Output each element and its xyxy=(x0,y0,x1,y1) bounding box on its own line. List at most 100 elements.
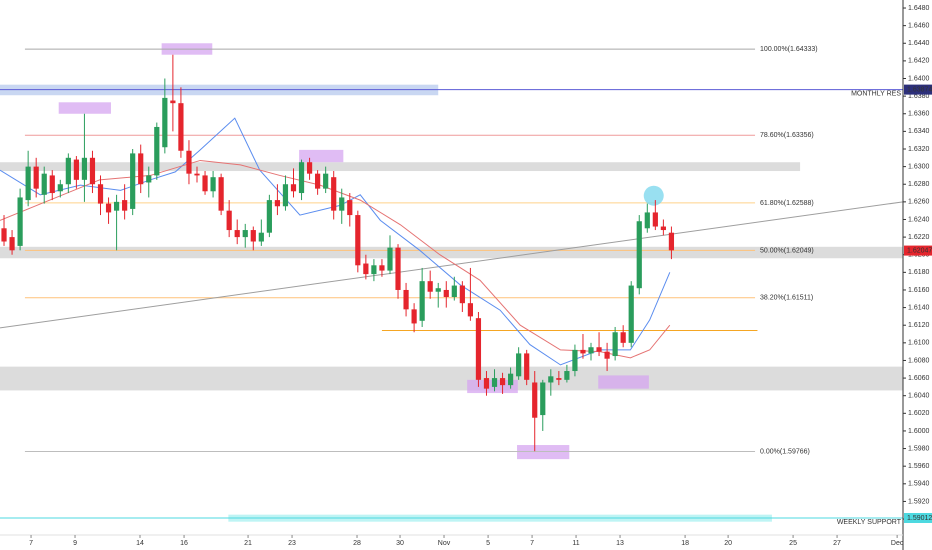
x-tick-label: 9 xyxy=(73,540,77,547)
candle-body xyxy=(331,177,337,211)
candle-body xyxy=(604,351,610,359)
candle-body xyxy=(250,230,256,242)
line-label: MONTHLY RES xyxy=(851,90,901,97)
candle-body xyxy=(532,382,538,418)
candle-body xyxy=(475,318,482,380)
candle-body xyxy=(483,378,490,389)
candle-body xyxy=(556,378,562,380)
candle-body xyxy=(499,378,506,386)
candle-body xyxy=(644,212,650,229)
candle-body xyxy=(266,200,272,233)
candle-body xyxy=(274,200,281,207)
y-tick-label: 1.6060 xyxy=(908,375,930,382)
candle-body xyxy=(202,175,208,192)
candle-body xyxy=(668,232,675,251)
x-tick-label: 13 xyxy=(616,540,624,547)
y-tick-label: 1.6160 xyxy=(908,287,930,294)
candle-body xyxy=(315,173,321,189)
y-tick-label: 1.5920 xyxy=(908,498,930,505)
candle-body xyxy=(234,230,240,238)
candle-body xyxy=(612,332,618,357)
candle-body xyxy=(57,184,63,192)
candle-body xyxy=(41,173,47,195)
fib-label: 78.60%(1.63356) xyxy=(760,132,814,139)
candle-body xyxy=(170,100,176,104)
candle-body xyxy=(419,281,425,321)
y-tick-label: 1.6040 xyxy=(908,393,930,400)
candle-body xyxy=(122,200,128,211)
candle-body xyxy=(636,221,642,289)
candle-body xyxy=(154,126,160,176)
y-tick-label: 1.6020 xyxy=(908,410,930,417)
candle-body xyxy=(9,237,15,251)
fib-label: 50.00%(1.62049) xyxy=(760,247,814,254)
candle-body xyxy=(411,309,417,324)
candle-body xyxy=(113,201,120,211)
candle-body xyxy=(427,281,433,292)
fib-label: 38.20%(1.61511) xyxy=(760,295,813,302)
candle-body xyxy=(395,247,401,290)
candle-body xyxy=(226,210,232,231)
candle-body xyxy=(162,97,168,148)
fib-label: 0.00%(1.59766) xyxy=(760,448,810,455)
y-tick-label: 1.5980 xyxy=(908,445,930,452)
candle-body xyxy=(65,157,71,185)
candle-body xyxy=(403,289,409,310)
y-tick-label: 1.6080 xyxy=(908,357,930,364)
candle-body xyxy=(660,226,666,231)
zone xyxy=(598,375,649,389)
x-tick-label: 28 xyxy=(353,540,361,547)
line-label: WEEKLY SUPPORT xyxy=(837,519,902,526)
y-tick-label: 1.6320 xyxy=(908,146,930,153)
y-tick-label: 1.6360 xyxy=(908,111,930,118)
price-tag-label: 1.62047 xyxy=(907,247,932,254)
x-tick-label: 18 xyxy=(681,540,689,547)
candle-body xyxy=(371,265,377,275)
candle-body xyxy=(459,285,465,304)
candle-body xyxy=(580,349,586,354)
x-tick-label: 14 xyxy=(136,540,144,547)
candle-body xyxy=(89,157,96,185)
candle-body xyxy=(210,177,216,192)
candle-body xyxy=(194,173,200,176)
candle-body xyxy=(1,228,7,242)
candle-body xyxy=(339,197,345,211)
candle-body xyxy=(25,166,31,201)
y-tick-label: 1.6260 xyxy=(908,199,930,206)
candle-body xyxy=(323,173,329,189)
candle-body xyxy=(17,197,23,246)
y-tick-label: 1.6240 xyxy=(908,216,930,223)
candle-body xyxy=(306,162,313,174)
candle-body xyxy=(652,212,658,227)
candle-body xyxy=(218,177,224,211)
candle-body xyxy=(516,353,522,377)
highlight xyxy=(643,185,664,206)
trendline xyxy=(0,201,904,329)
candle-body xyxy=(548,376,554,383)
x-tick-label: 25 xyxy=(789,540,797,547)
y-tick-label: 1.6400 xyxy=(908,75,930,82)
x-tick-label: 5 xyxy=(486,540,490,547)
price-tag-label: 1.59012 xyxy=(907,515,932,522)
candle-body xyxy=(73,159,79,180)
candle-body xyxy=(105,203,112,213)
candle-body xyxy=(130,153,136,209)
candle-body xyxy=(564,371,570,380)
candle-body xyxy=(628,285,634,343)
y-tick-label: 1.5940 xyxy=(908,481,930,488)
y-tick-label: 1.6380 xyxy=(908,93,930,100)
x-tick-label: 30 xyxy=(396,540,404,547)
price-tag xyxy=(904,245,932,256)
zone xyxy=(299,149,344,163)
x-tick-label: Dec xyxy=(891,540,904,547)
candle-body xyxy=(282,184,289,207)
candle-body xyxy=(347,200,353,216)
fib-label: 61.80%(1.62588) xyxy=(760,200,814,207)
zone xyxy=(58,102,111,114)
candle-body xyxy=(524,353,530,380)
candle-body xyxy=(97,184,104,204)
candle-body xyxy=(146,175,152,183)
y-tick-label: 1.6220 xyxy=(908,234,930,241)
